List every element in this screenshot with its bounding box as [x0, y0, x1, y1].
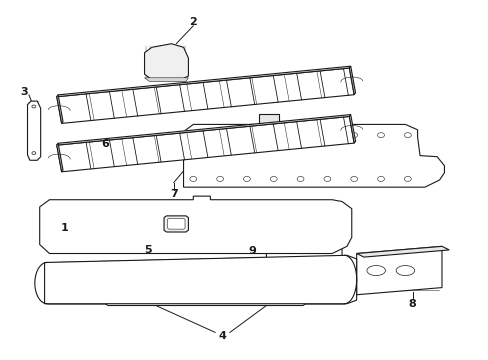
Circle shape: [187, 243, 193, 247]
Circle shape: [241, 207, 247, 212]
Polygon shape: [183, 125, 444, 187]
Text: 2: 2: [189, 17, 197, 27]
Polygon shape: [356, 246, 441, 295]
Circle shape: [268, 243, 274, 247]
Circle shape: [297, 133, 304, 138]
Polygon shape: [259, 114, 278, 125]
Circle shape: [107, 243, 113, 247]
Circle shape: [107, 207, 113, 212]
Circle shape: [189, 176, 196, 181]
Polygon shape: [57, 117, 353, 172]
Circle shape: [189, 133, 196, 138]
Circle shape: [404, 176, 410, 181]
Circle shape: [171, 54, 178, 59]
Polygon shape: [27, 101, 41, 160]
Circle shape: [270, 176, 277, 181]
Circle shape: [32, 105, 36, 108]
Circle shape: [404, 133, 410, 138]
Circle shape: [134, 243, 140, 247]
Circle shape: [270, 133, 277, 138]
Circle shape: [297, 176, 304, 181]
Polygon shape: [348, 114, 355, 143]
Polygon shape: [163, 216, 188, 232]
Circle shape: [172, 70, 179, 75]
Circle shape: [81, 207, 86, 212]
Polygon shape: [57, 66, 350, 97]
Circle shape: [81, 243, 86, 247]
Polygon shape: [348, 66, 355, 95]
Text: 8: 8: [408, 299, 416, 309]
Circle shape: [295, 243, 301, 247]
Polygon shape: [57, 95, 63, 123]
Text: 6: 6: [102, 139, 109, 149]
Circle shape: [350, 176, 357, 181]
Circle shape: [243, 133, 250, 138]
Circle shape: [324, 133, 330, 138]
Circle shape: [134, 207, 140, 212]
Circle shape: [322, 243, 327, 247]
Circle shape: [214, 207, 220, 212]
Polygon shape: [167, 219, 184, 229]
Circle shape: [244, 232, 264, 246]
Ellipse shape: [366, 266, 385, 275]
Circle shape: [243, 176, 250, 181]
Circle shape: [295, 207, 301, 212]
Polygon shape: [144, 78, 188, 81]
Ellipse shape: [395, 266, 414, 275]
Circle shape: [248, 235, 259, 243]
Circle shape: [324, 176, 330, 181]
Circle shape: [350, 133, 357, 138]
Circle shape: [54, 243, 60, 247]
Circle shape: [153, 70, 160, 75]
Polygon shape: [57, 114, 350, 145]
Circle shape: [377, 133, 384, 138]
Text: 9: 9: [247, 246, 255, 256]
Circle shape: [187, 207, 193, 212]
Circle shape: [161, 243, 166, 247]
Polygon shape: [40, 196, 351, 253]
Text: 5: 5: [144, 245, 151, 255]
Text: 7: 7: [169, 189, 177, 199]
Circle shape: [153, 54, 160, 59]
Polygon shape: [103, 284, 307, 306]
Circle shape: [216, 133, 223, 138]
Circle shape: [32, 152, 36, 154]
Text: 3: 3: [20, 87, 28, 97]
Circle shape: [216, 176, 223, 181]
Text: 1: 1: [60, 224, 68, 233]
Polygon shape: [356, 246, 448, 257]
Polygon shape: [44, 255, 356, 304]
Circle shape: [377, 176, 384, 181]
Circle shape: [214, 243, 220, 247]
Circle shape: [241, 243, 247, 247]
Circle shape: [268, 207, 274, 212]
Polygon shape: [144, 44, 188, 80]
Polygon shape: [57, 68, 353, 123]
Circle shape: [264, 116, 273, 123]
Circle shape: [322, 207, 327, 212]
Circle shape: [161, 207, 166, 212]
Polygon shape: [266, 234, 341, 264]
Circle shape: [54, 207, 60, 212]
Text: 4: 4: [218, 331, 226, 341]
Polygon shape: [57, 143, 63, 172]
